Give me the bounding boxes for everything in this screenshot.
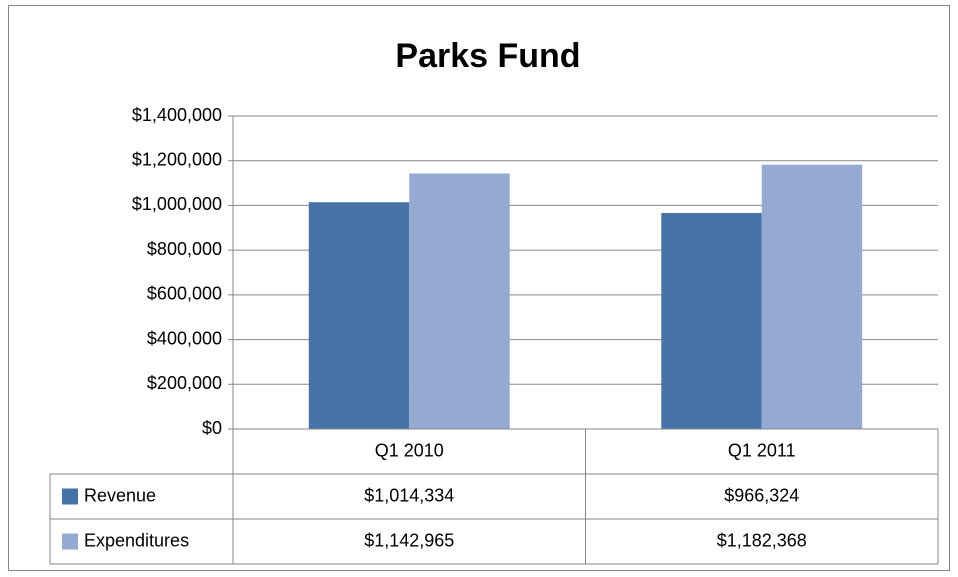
y-tick-label: $800,000 [147, 239, 222, 259]
bar [308, 202, 410, 429]
bar [409, 173, 510, 429]
legend-label: Expenditures [84, 530, 189, 550]
y-tick-label: $400,000 [147, 328, 222, 348]
y-tick-label: $600,000 [147, 284, 222, 304]
legend-key [62, 533, 78, 550]
y-tick-label: $200,000 [147, 373, 222, 393]
y-tick-label: $0 [202, 418, 222, 438]
x-tick-label: Q1 2010 [375, 440, 444, 460]
value-label: $1,142,965 [364, 530, 454, 550]
bar [761, 164, 863, 429]
value-label: $1,182,368 [717, 530, 807, 550]
value-label: $966,324 [724, 485, 799, 505]
chart-title: Parks Fund [395, 37, 580, 75]
y-tick-label: $1,200,000 [132, 149, 222, 169]
bar [661, 212, 762, 429]
y-tick-label: $1,000,000 [132, 194, 222, 214]
legend-key [62, 488, 78, 505]
x-tick-label: Q1 2011 [728, 440, 796, 460]
y-tick-label: $1,400,000 [132, 105, 222, 125]
value-label: $1,014,334 [364, 485, 454, 505]
legend-label: Revenue [84, 485, 156, 505]
